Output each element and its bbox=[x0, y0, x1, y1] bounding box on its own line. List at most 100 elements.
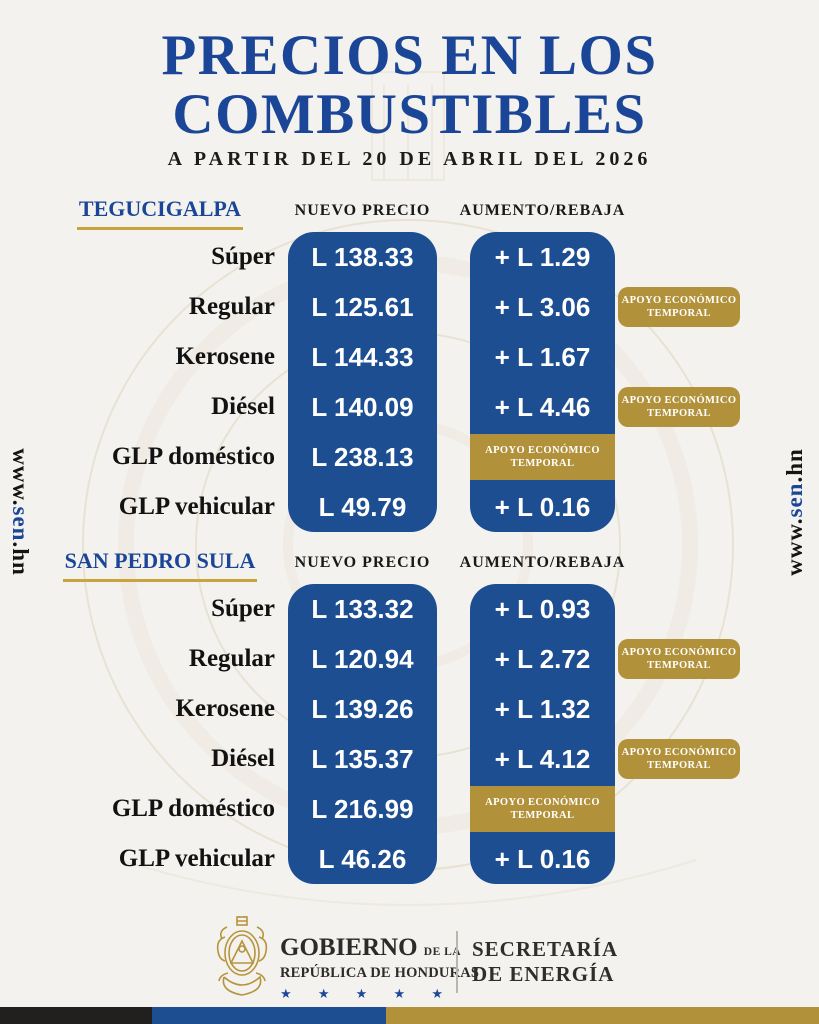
fuel-label: Regular bbox=[188, 293, 275, 320]
star-icon: ★ bbox=[280, 986, 292, 1001]
price-value: L 135.37 bbox=[311, 744, 414, 774]
page-title-line1: PRECIOS EN LOS bbox=[161, 24, 658, 87]
support-badge: APOYO ECONÓMICO TEMPORAL bbox=[618, 739, 740, 779]
section-body: Súper L 138.33 + L 1.29 Regular L 125.61 + L … bbox=[0, 232, 819, 532]
star-icon: ★ bbox=[393, 986, 406, 1001]
fuel-label: Diésel bbox=[211, 745, 275, 772]
fuel-row-super: Súper L 133.32 + L 0.93 bbox=[0, 584, 819, 634]
change-value: + L 2.72 bbox=[494, 644, 591, 674]
page-title-line2: COMBUSTIBLES bbox=[172, 83, 647, 146]
star-icon: ★ bbox=[431, 986, 443, 1001]
coat-of-arms-icon bbox=[216, 916, 268, 996]
secretary-line2: DE ENERGÍA bbox=[472, 962, 615, 986]
price-value: L 46.26 bbox=[318, 844, 407, 874]
support-badge-line1: APOYO ECONÓMICO bbox=[621, 394, 737, 406]
change-value: + L 3.06 bbox=[494, 292, 591, 322]
change-value: + L 1.67 bbox=[494, 342, 591, 372]
city-label-wrap: TEGUCIGALPA bbox=[40, 196, 280, 230]
fuel-row-diesel: Diésel L 135.37 + L 4.12 APOYO ECONÓMICO TEM… bbox=[0, 734, 819, 784]
support-badge: APOYO ECONÓMICO TEMPORAL bbox=[618, 287, 740, 327]
support-badge: APOYO ECONÓMICO TEMPORAL bbox=[618, 639, 740, 679]
section-san-pedro-sula: SAN PEDRO SULA NUEVO PRECIO AUMENTO/REBAJA… bbox=[0, 548, 819, 884]
fuel-label: Súper bbox=[211, 595, 275, 622]
fuel-row-glp-vehicular: GLP vehicular L 46.26 + L 0.16 bbox=[0, 834, 819, 884]
column-header-change: AUMENTO/REBAJA bbox=[459, 554, 626, 571]
change-value: + L 1.29 bbox=[494, 242, 591, 272]
support-badge-line2: TEMPORAL bbox=[647, 659, 711, 671]
government-name: GOBIERNO DE LA REPÚBLICA DE HONDURAS ★ ★ ★… bbox=[280, 935, 480, 1002]
support-badge-line2: TEMPORAL bbox=[647, 307, 711, 319]
bottom-stripe-blue bbox=[152, 1007, 386, 1024]
change-column bbox=[470, 232, 615, 532]
price-column bbox=[288, 584, 437, 884]
fuel-row-glp-vehicular: GLP vehicular L 49.79 + L 0.16 bbox=[0, 482, 819, 532]
support-band-line2: TEMPORAL bbox=[510, 809, 575, 821]
price-value: L 125.61 bbox=[311, 292, 414, 322]
city-label: TEGUCIGALPA bbox=[76, 196, 244, 230]
change-value: + L 0.16 bbox=[494, 844, 591, 874]
government-word-suffix: DE LA bbox=[423, 946, 462, 958]
star-icon: ★ bbox=[317, 986, 330, 1001]
column-header-new-price: NUEVO PRECIO bbox=[294, 202, 431, 219]
support-badge-line2: TEMPORAL bbox=[647, 759, 711, 771]
fuel-row-glp-domestico: GLP doméstico L 238.13 APOYO ECONÓMICO TEMP… bbox=[0, 432, 819, 482]
bottom-stripe-gold bbox=[386, 1007, 819, 1024]
price-value: L 120.94 bbox=[311, 644, 414, 674]
support-badge-line2: TEMPORAL bbox=[647, 407, 711, 419]
change-value: + L 4.46 bbox=[494, 392, 591, 422]
price-column bbox=[288, 232, 437, 532]
section-header: SAN PEDRO SULA NUEVO PRECIO AUMENTO/REBAJA bbox=[0, 548, 819, 584]
secretary-line1: SECRETARÍA bbox=[472, 937, 619, 961]
price-value: L 144.33 bbox=[311, 342, 414, 372]
support-badge-line1: APOYO ECONÓMICO bbox=[621, 746, 737, 758]
support-band-line1: APOYO ECONÓMICO bbox=[485, 796, 600, 808]
section-tegucigalpa: TEGUCIGALPA NUEVO PRECIO AUMENTO/REBAJA Súp… bbox=[0, 196, 819, 532]
footer-divider bbox=[456, 931, 458, 993]
change-value: + L 1.32 bbox=[494, 694, 591, 724]
support-band: APOYO ECONÓMICO TEMPORAL bbox=[470, 786, 615, 832]
government-name-line1: GOBIERNO DE LA bbox=[280, 935, 461, 965]
fuel-row-glp-domestico: GLP doméstico L 216.99 APOYO ECONÓMICO TEMP… bbox=[0, 784, 819, 834]
change-column bbox=[470, 584, 615, 884]
section-body: Súper L 133.32 + L 0.93 Regular L 120.94 + L … bbox=[0, 584, 819, 884]
fuel-row-kerosene: Kerosene L 139.26 + L 1.32 bbox=[0, 684, 819, 734]
price-value: L 133.32 bbox=[311, 594, 414, 624]
fuel-label: GLP vehicular bbox=[118, 493, 275, 520]
column-header-new-price: NUEVO PRECIO bbox=[294, 554, 431, 571]
fuel-label: Kerosene bbox=[175, 695, 275, 722]
fuel-label: Diésel bbox=[211, 393, 275, 420]
fuel-row-diesel: Diésel L 140.09 + L 4.46 APOYO ECONÓMICO TEM… bbox=[0, 382, 819, 432]
price-value: L 216.99 bbox=[311, 794, 414, 824]
price-value: L 238.13 bbox=[311, 442, 414, 472]
change-value: + L 0.93 bbox=[494, 594, 591, 624]
price-value: L 140.09 bbox=[311, 392, 414, 422]
effective-date-subtitle: A PARTIR DEL 20 DE ABRIL DEL 2026 bbox=[167, 148, 652, 170]
support-band-line1: APOYO ECONÓMICO bbox=[485, 444, 600, 456]
fuel-label: GLP doméstico bbox=[111, 443, 275, 470]
support-badge-line1: APOYO ECONÓMICO bbox=[621, 294, 737, 306]
price-value: L 138.33 bbox=[311, 242, 414, 272]
fuel-row-kerosene: Kerosene L 144.33 + L 1.67 bbox=[0, 332, 819, 382]
fuel-label: Súper bbox=[211, 243, 275, 270]
fuel-row-super: Súper L 138.33 + L 1.29 bbox=[0, 232, 819, 282]
support-band: APOYO ECONÓMICO TEMPORAL bbox=[470, 434, 615, 480]
section-header: TEGUCIGALPA NUEVO PRECIO AUMENTO/REBAJA bbox=[0, 196, 819, 232]
support-badge-line1: APOYO ECONÓMICO bbox=[621, 646, 737, 658]
fuel-label: Kerosene bbox=[175, 343, 275, 370]
fuel-row-regular: Regular L 125.61 + L 3.06 APOYO ECONÓMICO TE… bbox=[0, 282, 819, 332]
fuel-row-regular: Regular L 120.94 + L 2.72 APOYO ECONÓMICO TE… bbox=[0, 634, 819, 684]
city-label-wrap: SAN PEDRO SULA bbox=[40, 548, 280, 582]
change-value: + L 4.12 bbox=[494, 744, 591, 774]
change-value: + L 0.16 bbox=[494, 492, 591, 522]
price-value: L 139.26 bbox=[311, 694, 414, 724]
government-name-line2: REPÚBLICA DE HONDURAS bbox=[280, 965, 480, 981]
star-icon: ★ bbox=[355, 986, 368, 1001]
support-band-line2: TEMPORAL bbox=[510, 457, 575, 469]
footer: GOBIERNO DE LA REPÚBLICA DE HONDURAS ★ ★ ★… bbox=[0, 915, 819, 1007]
fuel-label: GLP vehicular bbox=[118, 845, 275, 872]
fuel-label: GLP doméstico bbox=[111, 795, 275, 822]
column-header-change: AUMENTO/REBAJA bbox=[459, 202, 626, 219]
stars-row: ★ ★ ★ ★ ★ bbox=[280, 986, 443, 1002]
page-title: PRECIOS EN LOS COMBUSTIBLES bbox=[0, 26, 819, 144]
